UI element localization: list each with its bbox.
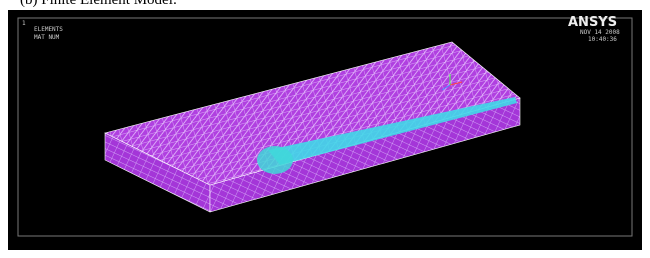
window-number: 1 <box>22 20 26 27</box>
ansys-logo: ANSYS <box>568 15 617 30</box>
figure: (b) Finite Element Model: 1 ELEMENTS MAT… <box>0 0 650 258</box>
date: NOV 14 2008 <box>580 29 620 36</box>
screenshot: (b) Finite Element Model: 1 ELEMENTS MAT… <box>0 0 650 258</box>
legend-subtitle: MAT NUM <box>34 34 60 41</box>
time: 10:40:36 <box>588 36 617 43</box>
caption: (b) Finite Element Model: <box>20 0 177 8</box>
load-region <box>257 146 293 174</box>
legend-title: ELEMENTS <box>34 26 63 33</box>
